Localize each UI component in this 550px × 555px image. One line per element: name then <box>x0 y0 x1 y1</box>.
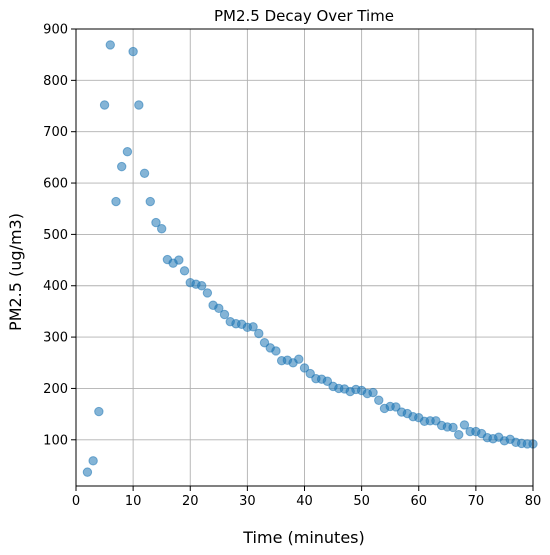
chart-title: PM2.5 Decay Over Time <box>214 7 394 25</box>
data-point <box>214 303 224 314</box>
data-point <box>299 363 310 373</box>
data-point <box>151 217 161 228</box>
data-point <box>134 100 144 110</box>
x-tick-label: 60 <box>410 494 427 509</box>
data-point <box>111 196 121 207</box>
data-point <box>391 402 401 412</box>
y-tick-label: 100 <box>43 433 68 448</box>
x-axis-label: Time (minutes) <box>242 528 365 547</box>
data-point <box>82 467 93 477</box>
x-tick-label: 30 <box>239 494 256 509</box>
data-point <box>294 354 304 364</box>
x-tick-label: 10 <box>125 494 142 509</box>
x-tick-label: 70 <box>468 494 485 509</box>
y-tick-label: 800 <box>43 74 68 89</box>
data-point <box>139 168 150 178</box>
data-point <box>179 266 190 276</box>
y-axis-ticks: 100 200 300 400 500 600 700 800 900 <box>43 23 76 448</box>
data-point <box>254 328 264 339</box>
y-tick-label: 700 <box>43 125 68 140</box>
x-tick-label: 20 <box>182 494 199 509</box>
data-point <box>248 322 258 332</box>
data-point <box>305 368 315 379</box>
data-point <box>196 281 207 291</box>
data-point <box>454 429 464 440</box>
data-point <box>128 46 138 57</box>
data-point <box>156 224 167 234</box>
data-point <box>459 420 470 430</box>
data-point <box>174 255 184 265</box>
y-tick-label: 400 <box>43 279 68 294</box>
y-tick-label: 500 <box>43 228 68 243</box>
data-point <box>374 395 384 405</box>
x-axis-ticks: 0 10 20 30 40 50 60 70 80 <box>72 486 541 509</box>
data-point <box>145 196 155 207</box>
x-tick-label: 50 <box>353 494 370 509</box>
y-tick-label: 200 <box>43 382 68 397</box>
grid-lines <box>76 29 533 486</box>
x-tick-label: 80 <box>525 494 542 509</box>
data-point <box>202 288 213 298</box>
data-point <box>99 100 110 110</box>
data-point <box>448 422 458 433</box>
y-tick-label: 900 <box>43 23 68 38</box>
x-tick-label: 0 <box>72 494 80 509</box>
data-points <box>82 40 538 477</box>
data-point <box>105 40 115 50</box>
data-point <box>322 376 333 386</box>
data-point <box>271 346 281 356</box>
data-point <box>368 387 378 398</box>
data-point <box>88 456 98 466</box>
data-point <box>122 147 133 157</box>
data-point <box>219 309 230 320</box>
data-point <box>259 338 270 348</box>
y-tick-label: 600 <box>43 177 68 192</box>
y-tick-label: 300 <box>43 331 68 346</box>
data-point <box>94 406 104 417</box>
data-point <box>117 161 127 172</box>
x-tick-label: 40 <box>296 494 313 509</box>
y-axis-label: PM2.5 (ug/m3) <box>6 213 25 331</box>
